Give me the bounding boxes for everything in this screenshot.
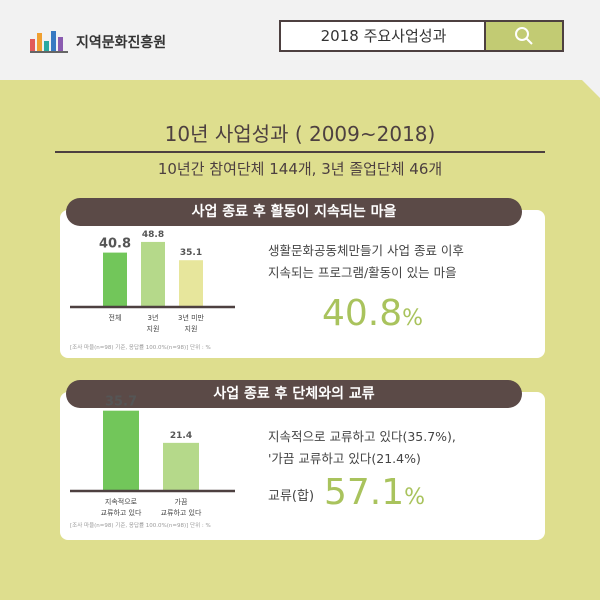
section1-chart-tick-label-2-0: 3년 미만 xyxy=(178,313,205,322)
section1-big-figure: 40.8% xyxy=(322,293,423,334)
section1-chart-data-label-1: 48.8 xyxy=(142,230,164,240)
section1-description: 생활문화공동체만들기 사업 종료 이후 지속되는 프로그램/활동이 있는 마을 xyxy=(268,240,464,284)
section2-big-unit: % xyxy=(404,485,426,510)
section2-chart-data-label-0: 35.7 xyxy=(105,395,137,410)
section2-chart-tick-label-1-1: 교류하고 있다 xyxy=(161,508,202,517)
page-title: 10년 사업성과 ( 2009~2018) xyxy=(164,122,436,146)
section2-chart-tick-label-0-1: 교류하고 있다 xyxy=(101,508,142,517)
search-box[interactable]: 2018 주요사업성과 xyxy=(279,20,564,52)
section1-chart-tick-label-1-1: 지원 xyxy=(147,324,160,333)
section1-chart-bar-2 xyxy=(179,260,203,307)
section2-big-figure: 57.1% xyxy=(324,472,425,513)
section1-chart-note: [조사 마을(n=98) 기준, 응답률 100.0%(n=98)] 단위 : … xyxy=(70,343,211,351)
section1-big-value: 40.8 xyxy=(322,293,403,334)
org-logo[interactable]: 지역문화진흥원 xyxy=(30,30,166,54)
section2-chart-note: [조사 마을(n=98) 기준, 응답률 100.0%(n=98)] 단위 : … xyxy=(70,521,211,529)
section1-big-unit: % xyxy=(402,306,424,331)
section2-chart-bar-1 xyxy=(163,442,199,491)
page-subtitle: 10년간 참여단체 144개, 3년 졸업단체 46개 xyxy=(157,160,443,178)
section2-chart-tick-label-0-0: 지속적으로 xyxy=(105,497,138,506)
search-icon xyxy=(515,27,533,45)
section1-chart-tick-label-1-0: 3년 xyxy=(148,313,159,322)
section2-chart-tick-label-1-0: 가끔 xyxy=(175,497,188,506)
section2-description-line2: '가끔 교류하고 있다(21.4%) xyxy=(268,451,421,466)
page-fold-corner xyxy=(578,76,600,98)
search-button[interactable] xyxy=(484,22,562,50)
section2-chart-bar-0 xyxy=(103,410,139,491)
section2-chart-data-label-1: 21.4 xyxy=(170,431,192,441)
section1-chart-bar-0 xyxy=(103,252,127,307)
search-label: 2018 주요사업성과 xyxy=(320,27,447,45)
section2-title: 사업 종료 후 단체와의 교류 xyxy=(66,380,522,408)
section2-description-line1: 지속적으로 교류하고 있다(35.7%), xyxy=(268,429,456,444)
section2-big-value: 57.1 xyxy=(324,472,405,513)
section1-card xyxy=(60,210,545,358)
section1-chart-data-label-2: 35.1 xyxy=(180,248,202,258)
section2-card xyxy=(60,392,545,540)
section1-chart-data-label-0: 40.8 xyxy=(99,237,131,252)
org-name: 지역문화진흥원 xyxy=(76,35,167,51)
org-logo-icon xyxy=(30,31,68,53)
section1-description-line1: 생활문화공동체만들기 사업 종료 이후 xyxy=(268,243,464,258)
section2-sum-label: 교류(합) xyxy=(268,489,315,504)
section2-description: 지속적으로 교류하고 있다(35.7%), '가끔 교류하고 있다(21.4%) xyxy=(268,426,456,470)
section1-title: 사업 종료 후 활동이 지속되는 마을 xyxy=(66,198,522,226)
title-divider xyxy=(55,151,545,153)
section1-chart-tick-label-0-0: 전체 xyxy=(109,313,122,322)
section1-chart-bar-1 xyxy=(141,241,165,307)
section1-description-line2: 지속되는 프로그램/활동이 있는 마을 xyxy=(268,265,457,280)
section1-chart-tick-label-2-1: 지원 xyxy=(185,324,198,333)
